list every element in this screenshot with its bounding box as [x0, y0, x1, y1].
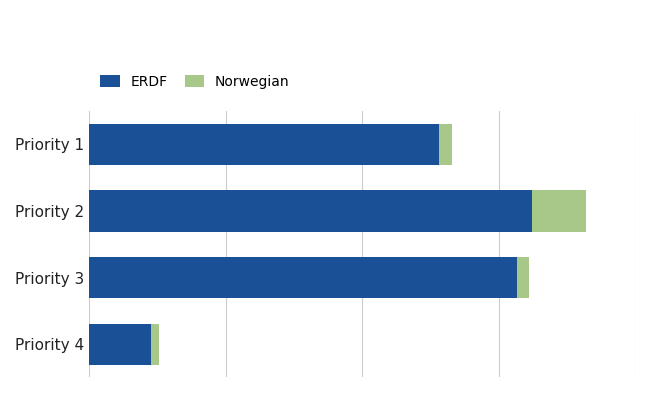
Bar	[89, 324, 151, 365]
Legend: ERDF, Norwegian: ERDF, Norwegian	[96, 71, 294, 93]
Bar	[151, 324, 159, 365]
Bar	[89, 124, 439, 165]
Bar	[89, 190, 532, 232]
Bar	[517, 257, 529, 298]
Bar	[89, 257, 517, 298]
Bar	[439, 124, 452, 165]
Bar	[532, 190, 586, 232]
